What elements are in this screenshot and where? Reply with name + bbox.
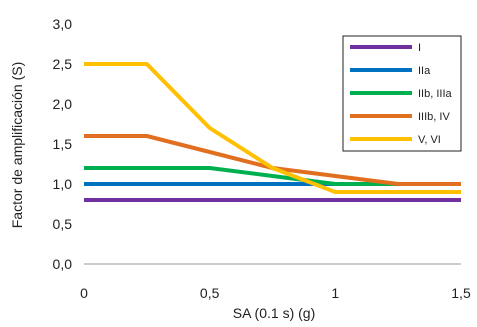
legend-label: IIb, IIIa xyxy=(418,88,453,100)
series-line-iib-iiia xyxy=(84,166,461,186)
y-tick-label: 1,5 xyxy=(53,136,73,152)
y-tick-label: 2,5 xyxy=(53,56,73,72)
x-tick-label: 0,5 xyxy=(200,285,220,301)
legend-label: V, VI xyxy=(418,134,441,146)
legend-label: IIa xyxy=(418,65,431,77)
legend-items: I IIa IIb, IIIa IIIb, IV V, VI xyxy=(350,42,453,146)
series-line-v-vi xyxy=(84,62,461,194)
x-tick-label: 1 xyxy=(331,285,339,301)
y-axis-title: Factor de amplificación (S) xyxy=(9,62,25,229)
y-tick-label: 3,0 xyxy=(53,16,73,32)
legend-label: IIIb, IV xyxy=(418,111,450,123)
x-tick-label: 1,5 xyxy=(451,285,471,301)
legend-label: I xyxy=(418,42,421,54)
y-tick-label: 2,0 xyxy=(53,96,73,112)
x-axis-title: SA (0.1 s) (g) xyxy=(233,305,315,321)
y-tick-label: 0,0 xyxy=(53,256,73,272)
legend: I IIa IIb, IIIa IIIb, IV V, VI xyxy=(342,35,462,152)
y-tick-label: 1,0 xyxy=(53,176,73,192)
series-lines xyxy=(84,62,461,202)
x-tick-labels: 0 0,5 1 1,5 xyxy=(80,285,471,301)
y-tick-labels: 0,0 0,5 1,0 1,5 2,0 2,5 3,0 xyxy=(53,16,73,272)
y-tick-label: 0,5 xyxy=(53,216,73,232)
x-tick-label: 0 xyxy=(80,285,88,301)
